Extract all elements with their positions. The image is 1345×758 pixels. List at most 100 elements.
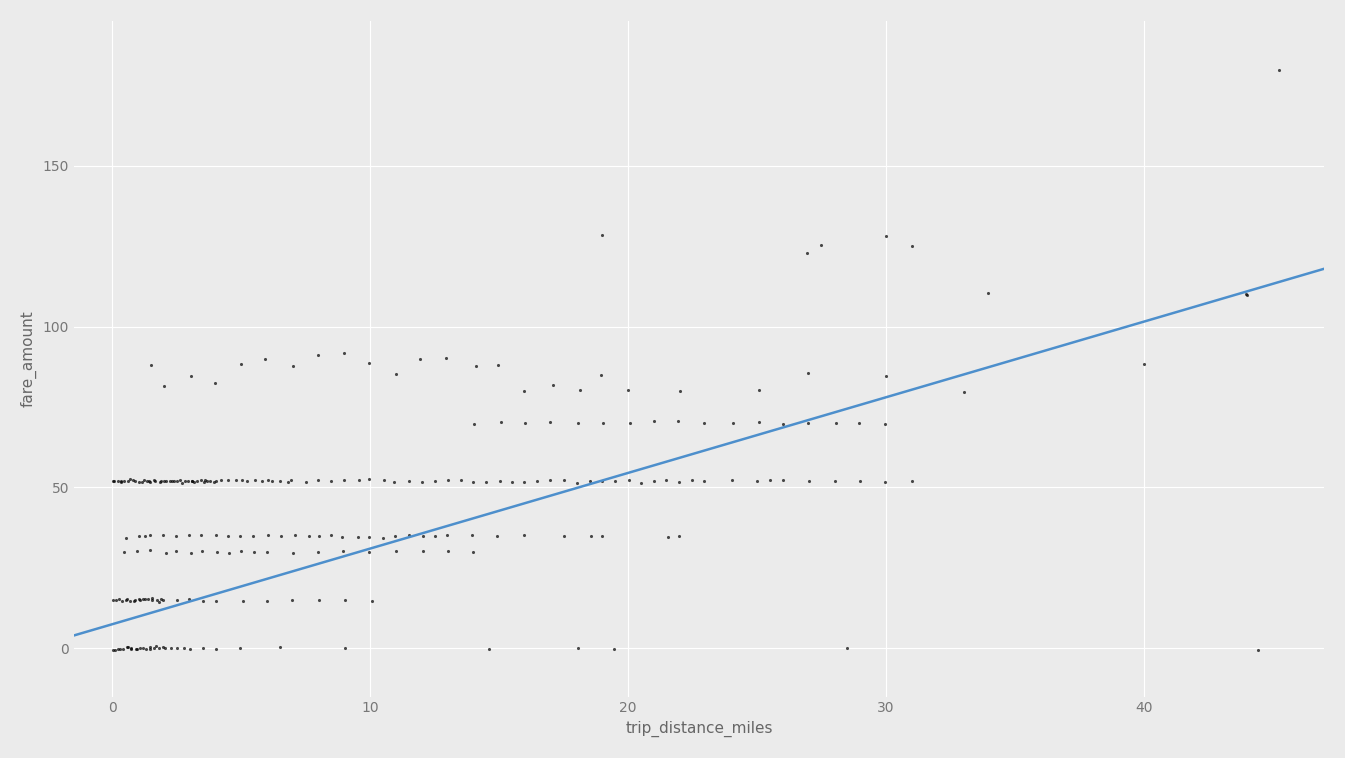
Point: [116, 594, 137, 606]
Point: [811, 239, 833, 251]
Point: [206, 475, 227, 487]
Point: [144, 475, 165, 487]
Point: [110, 475, 132, 487]
Point: [477, 643, 499, 655]
Point: [128, 475, 149, 487]
Point: [218, 530, 239, 542]
Point: [605, 475, 627, 487]
Point: [656, 531, 678, 543]
Point: [1236, 289, 1258, 301]
Point: [257, 475, 278, 487]
Point: [295, 476, 316, 488]
Point: [539, 416, 561, 428]
Point: [359, 357, 381, 369]
Point: [320, 529, 342, 541]
Point: [116, 531, 137, 543]
Point: [693, 417, 714, 429]
Point: [284, 529, 305, 541]
Point: [134, 594, 156, 606]
Point: [874, 369, 896, 381]
Point: [437, 474, 459, 486]
Point: [824, 417, 846, 429]
Point: [617, 474, 639, 486]
Point: [204, 643, 226, 655]
Point: [655, 475, 677, 487]
Point: [192, 595, 214, 607]
Point: [165, 475, 187, 487]
Point: [133, 474, 155, 486]
Point: [179, 643, 200, 655]
Point: [151, 475, 172, 487]
Point: [759, 475, 780, 487]
Point: [667, 415, 689, 428]
Point: [204, 595, 226, 607]
Point: [398, 475, 420, 487]
Point: [161, 475, 183, 487]
Point: [487, 359, 508, 371]
Point: [569, 384, 590, 396]
Point: [874, 230, 896, 243]
Point: [590, 368, 612, 381]
Point: [153, 380, 175, 392]
Point: [129, 594, 151, 606]
Point: [436, 352, 457, 365]
Point: [383, 476, 405, 488]
Point: [106, 643, 128, 655]
Point: [748, 416, 769, 428]
Point: [334, 346, 355, 359]
Point: [553, 530, 574, 542]
Point: [465, 360, 487, 372]
Point: [348, 475, 370, 487]
Point: [140, 544, 161, 556]
Point: [104, 644, 125, 656]
Point: [242, 529, 264, 541]
Point: [568, 417, 589, 429]
Point: [169, 474, 191, 486]
Point: [105, 594, 126, 606]
Point: [604, 643, 625, 655]
Point: [451, 475, 472, 487]
Point: [113, 643, 134, 655]
Point: [475, 476, 496, 488]
Point: [461, 528, 483, 540]
Point: [386, 546, 408, 558]
Point: [824, 475, 846, 487]
Point: [320, 475, 342, 487]
Point: [186, 475, 207, 487]
Point: [139, 641, 160, 653]
Point: [130, 476, 152, 488]
Point: [152, 594, 174, 606]
Point: [165, 545, 187, 557]
Point: [772, 474, 794, 486]
Point: [141, 594, 163, 606]
Point: [217, 475, 238, 487]
Point: [108, 475, 129, 487]
Point: [798, 417, 819, 429]
Point: [490, 475, 511, 487]
Point: [590, 475, 612, 487]
Point: [282, 547, 304, 559]
Point: [256, 546, 277, 558]
Point: [281, 474, 303, 486]
Point: [385, 368, 406, 381]
Point: [102, 475, 124, 487]
Point: [156, 547, 178, 559]
Point: [204, 377, 226, 390]
Point: [359, 474, 381, 486]
Point: [502, 476, 523, 488]
Point: [1236, 289, 1258, 301]
Point: [152, 529, 174, 541]
Point: [334, 642, 355, 654]
Point: [874, 475, 896, 487]
Point: [184, 476, 206, 488]
Point: [373, 531, 394, 543]
Point: [409, 353, 430, 365]
Point: [147, 594, 168, 606]
Point: [139, 529, 160, 541]
Point: [262, 475, 284, 487]
Point: [180, 547, 202, 559]
Point: [153, 475, 175, 487]
Point: [125, 594, 147, 606]
Point: [1268, 64, 1290, 76]
Point: [334, 474, 355, 486]
